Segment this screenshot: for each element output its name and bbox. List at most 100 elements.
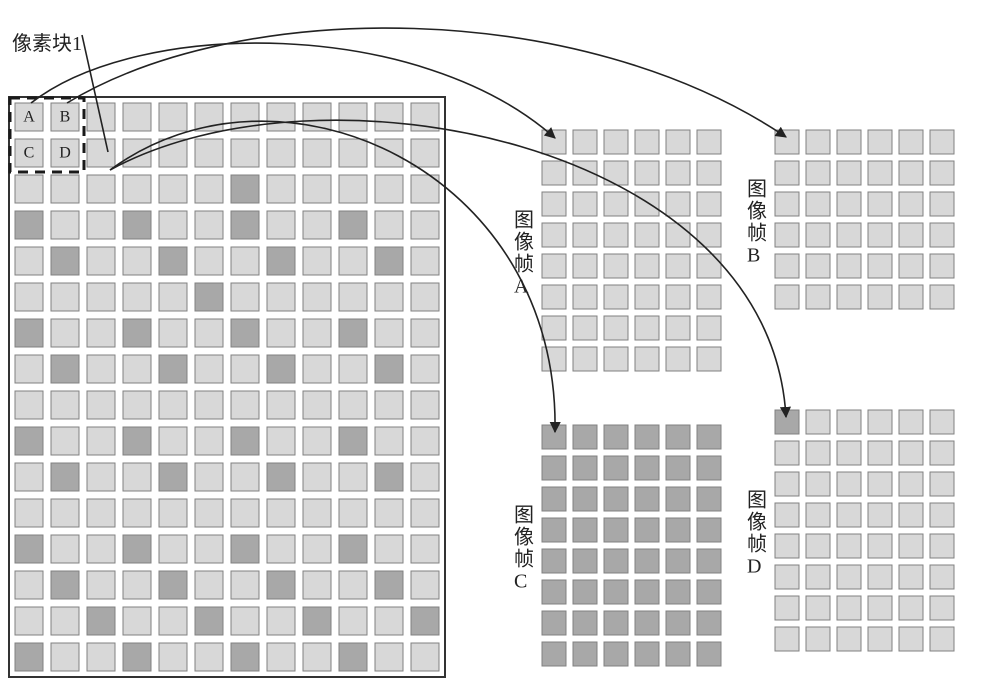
frame-cell (806, 565, 830, 589)
pixel-cell (231, 355, 259, 383)
frame-cell (899, 503, 923, 527)
frame-cell (775, 503, 799, 527)
pixel-cell (87, 643, 115, 671)
frame-cell (868, 503, 892, 527)
pixel-cell (51, 535, 79, 563)
frame-cell (899, 534, 923, 558)
frame-cell (775, 441, 799, 465)
pixel-cell (231, 499, 259, 527)
frame-cell (837, 161, 861, 185)
frame-cell (666, 425, 690, 449)
frame-cell (930, 410, 954, 434)
pixel-cell (123, 427, 151, 455)
pixel-cell (231, 175, 259, 203)
frame-cell (868, 627, 892, 651)
frame-cell (635, 487, 659, 511)
pixel-cell (123, 607, 151, 635)
pixel-cell (159, 463, 187, 491)
pixel-cell (15, 643, 43, 671)
frame-cell (806, 472, 830, 496)
pixel-cell (15, 535, 43, 563)
frame-label-c: 图像帧C (514, 505, 534, 593)
pixel-cell (195, 535, 223, 563)
pixel-cell (339, 463, 367, 491)
pixel-cell (267, 427, 295, 455)
frame-cell (697, 611, 721, 635)
pixel-cell (267, 211, 295, 239)
frame-cell (573, 425, 597, 449)
pixel-cell (195, 139, 223, 167)
pixel-cell (303, 139, 331, 167)
pixel-cell (123, 283, 151, 311)
frame-cell (635, 549, 659, 573)
pixel-cell (87, 571, 115, 599)
pixel-cell (195, 283, 223, 311)
frame-cell (930, 596, 954, 620)
pixel-cell (375, 211, 403, 239)
frame-cell (542, 161, 566, 185)
frame-cell (868, 254, 892, 278)
frame-cell (899, 223, 923, 247)
pixel-cell (87, 607, 115, 635)
frame-cell (697, 347, 721, 371)
pixel-cell (303, 427, 331, 455)
frame-cell (899, 130, 923, 154)
pixel-cell (51, 175, 79, 203)
frame-cell (542, 285, 566, 309)
pixel-cell (375, 571, 403, 599)
frame-cell (604, 192, 628, 216)
frame-cell (666, 549, 690, 573)
frame-cell (635, 642, 659, 666)
pixel-cell (123, 463, 151, 491)
pixel-cell (51, 355, 79, 383)
pixel-cell (123, 355, 151, 383)
frame-cell (666, 611, 690, 635)
pixel-cell (411, 463, 439, 491)
pixel-cell (375, 319, 403, 347)
pixel-cell (411, 211, 439, 239)
frame-cell (542, 130, 566, 154)
cell-label-d: D (59, 145, 71, 162)
frame-cell (775, 596, 799, 620)
pixel-cell (15, 427, 43, 455)
frame-label-d: 图像帧D (747, 490, 767, 578)
pixel-cell (339, 103, 367, 131)
pixel-cell (87, 427, 115, 455)
pixel-cell (375, 607, 403, 635)
frame-cell (837, 534, 861, 558)
pixel-cell (375, 427, 403, 455)
pixel-cell (375, 283, 403, 311)
frame-cell (573, 456, 597, 480)
frame-cell (542, 518, 566, 542)
pixel-cell (87, 283, 115, 311)
frame-cell (837, 130, 861, 154)
frame-cell (573, 580, 597, 604)
pixel-cell (303, 499, 331, 527)
pixel-cell (123, 499, 151, 527)
frame-cell (868, 410, 892, 434)
frame-cell (697, 192, 721, 216)
frame-cell (635, 347, 659, 371)
pixel-cell (123, 103, 151, 131)
frame-cell (806, 285, 830, 309)
frame-cell (837, 192, 861, 216)
frame-cell (837, 410, 861, 434)
frame-cell (930, 161, 954, 185)
pixel-cell (51, 643, 79, 671)
frame-cell (635, 611, 659, 635)
frame-cell (573, 192, 597, 216)
pixel-cell (51, 283, 79, 311)
frame-cell (573, 487, 597, 511)
frame-cell (542, 316, 566, 340)
pixel-cell (87, 175, 115, 203)
frame-cell (697, 580, 721, 604)
pixel-cell (339, 319, 367, 347)
pixel-cell (411, 427, 439, 455)
frame-cell (604, 580, 628, 604)
pixel-cell (411, 319, 439, 347)
pixel-cell (339, 535, 367, 563)
pixel-cell (375, 535, 403, 563)
frame-cell (604, 549, 628, 573)
frame-cell (837, 503, 861, 527)
frame-cell (775, 565, 799, 589)
